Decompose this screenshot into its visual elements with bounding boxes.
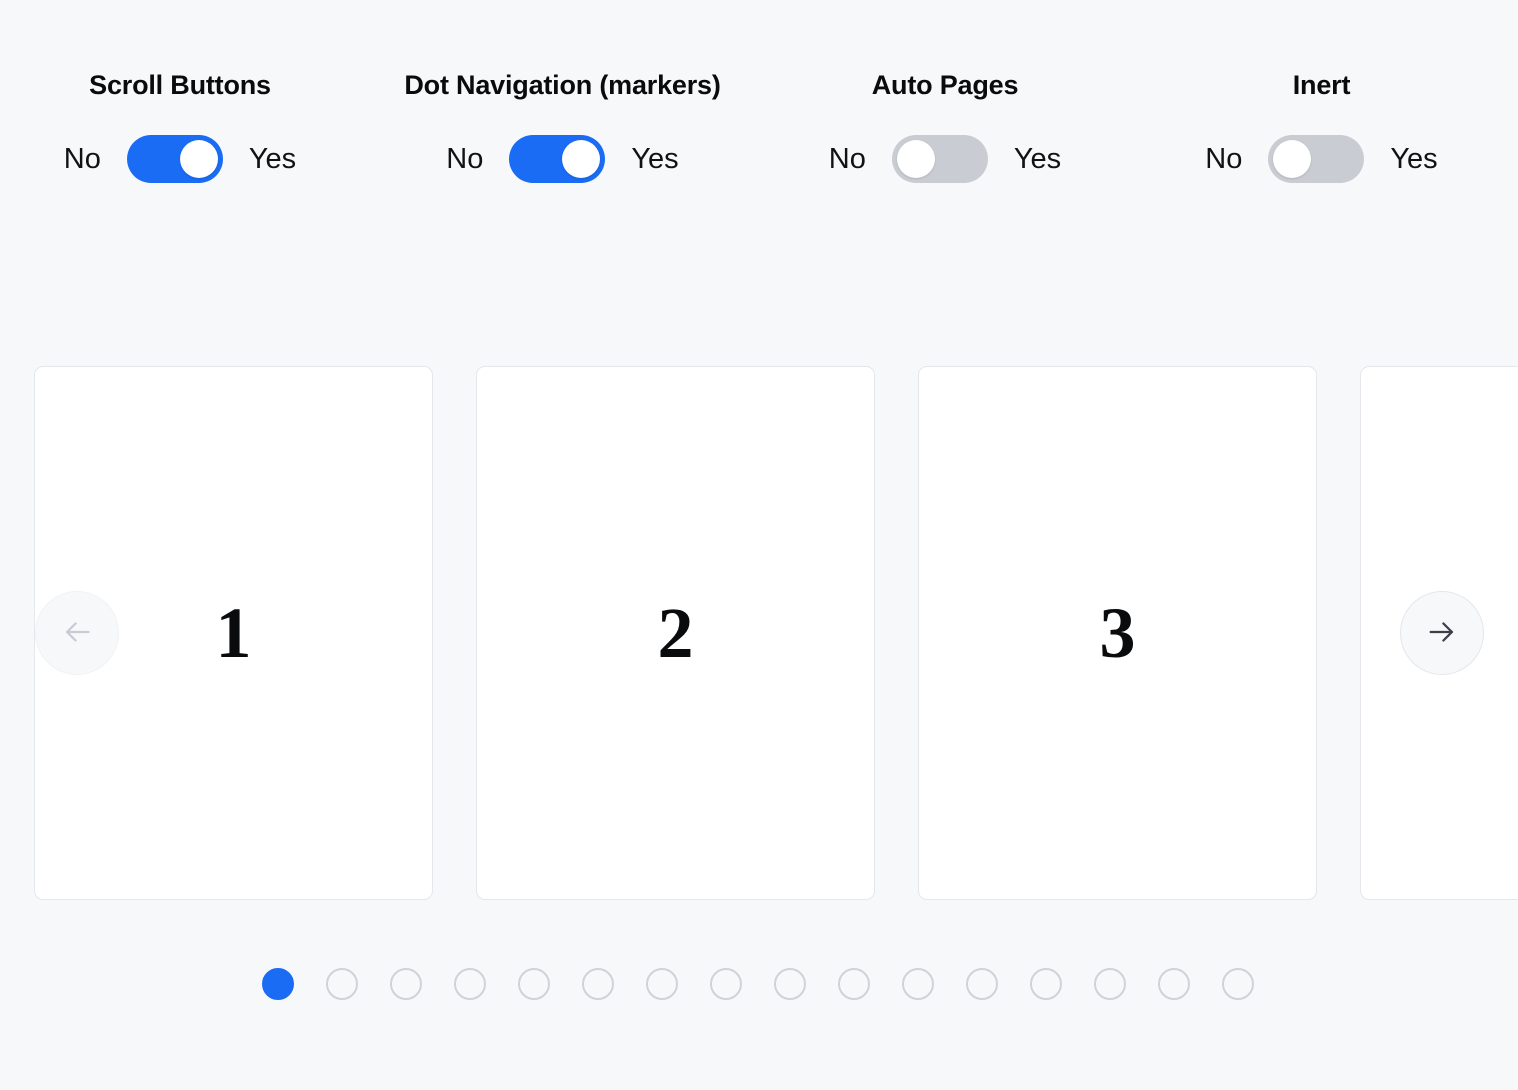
controls-bar: Scroll Buttons No Yes Dot Navigation (ma…: [0, 0, 1518, 230]
toggle-on-label-dot-navigation: Yes: [631, 142, 679, 175]
toggle-off-label-auto-pages: No: [828, 142, 866, 175]
control-title-scroll-buttons: Scroll Buttons: [89, 70, 271, 100]
toggle-off-label-dot-navigation: No: [446, 142, 484, 175]
toggle-knob: [562, 140, 601, 178]
control-title-inert: Inert: [1292, 70, 1351, 100]
carousel-prev-button[interactable]: [35, 591, 119, 675]
carousel-card[interactable]: 2: [476, 366, 875, 900]
carousel-dot[interactable]: [1094, 968, 1126, 1000]
toggle-dot-navigation[interactable]: [509, 135, 606, 183]
carousel-track[interactable]: 1 2 3 4: [34, 366, 1518, 900]
card-number: 2: [657, 593, 694, 673]
control-row-inert: No Yes: [1205, 135, 1438, 183]
card-number: 1: [215, 593, 252, 673]
carousel-dot[interactable]: [646, 968, 678, 1000]
carousel-dot[interactable]: [518, 968, 550, 1000]
toggle-knob: [179, 140, 218, 178]
carousel-dot[interactable]: [390, 968, 422, 1000]
carousel: 1 2 3 4: [0, 366, 1518, 900]
toggle-on-label-inert: Yes: [1390, 142, 1438, 175]
control-group-inert: Inert No Yes: [1125, 0, 1518, 183]
carousel-dot[interactable]: [838, 968, 870, 1000]
control-group-scroll-buttons: Scroll Buttons No Yes: [0, 0, 360, 183]
carousel-dot-navigation: [262, 968, 1254, 1000]
toggle-on-label-auto-pages: Yes: [1013, 142, 1062, 175]
control-row-auto-pages: No Yes: [829, 135, 1061, 183]
carousel-dot[interactable]: [710, 968, 742, 1000]
carousel-dot[interactable]: [454, 968, 486, 1000]
carousel-dot[interactable]: [582, 968, 614, 1000]
arrow-left-icon: [60, 615, 94, 652]
card-number: 3: [1099, 593, 1136, 673]
control-group-auto-pages: Auto Pages No Yes: [765, 0, 1125, 183]
toggle-auto-pages[interactable]: [891, 135, 988, 183]
carousel-dot[interactable]: [966, 968, 998, 1000]
toggle-off-label-scroll-buttons: No: [63, 142, 101, 175]
carousel-dot[interactable]: [262, 968, 294, 1000]
carousel-card[interactable]: 3: [918, 366, 1317, 900]
carousel-dot[interactable]: [902, 968, 934, 1000]
toggle-knob: [1273, 140, 1312, 178]
control-row-scroll-buttons: No Yes: [64, 135, 296, 183]
toggle-on-label-scroll-buttons: Yes: [248, 142, 297, 175]
carousel-dot[interactable]: [774, 968, 806, 1000]
carousel-dot[interactable]: [1158, 968, 1190, 1000]
toggle-inert[interactable]: [1268, 135, 1365, 183]
carousel-dot[interactable]: [1222, 968, 1254, 1000]
toggle-knob: [896, 140, 935, 178]
toggle-off-label-inert: No: [1205, 142, 1243, 175]
control-title-dot-navigation: Dot Navigation (markers): [404, 70, 721, 100]
arrow-right-icon: [1425, 615, 1459, 652]
control-group-dot-navigation: Dot Navigation (markers) No Yes: [360, 0, 765, 183]
control-title-auto-pages: Auto Pages: [871, 70, 1019, 100]
carousel-dot[interactable]: [326, 968, 358, 1000]
toggle-scroll-buttons[interactable]: [126, 135, 223, 183]
carousel-next-button[interactable]: [1400, 591, 1484, 675]
carousel-dot[interactable]: [1030, 968, 1062, 1000]
control-row-dot-navigation: No Yes: [446, 135, 679, 183]
